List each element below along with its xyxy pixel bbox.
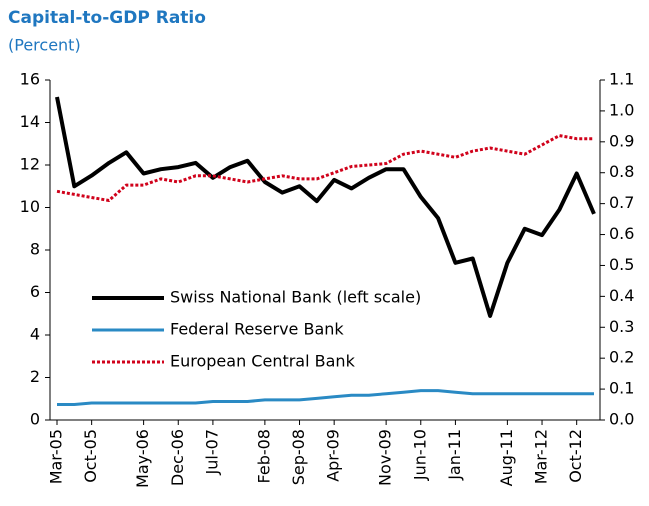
x-tick-label: Aug-11 <box>497 429 516 486</box>
y-tick-label: 12 <box>20 155 40 174</box>
y-tick-label: 0 <box>30 410 40 429</box>
x-tick-label: May-06 <box>133 429 152 488</box>
chart-subtitle: (Percent) <box>8 36 81 55</box>
x-tick-label: Apr-09 <box>324 429 343 482</box>
y-tick-label: 14 <box>20 112 40 131</box>
x-tick-label: Sep-08 <box>289 429 308 485</box>
y2-tick-label: 0.8 <box>609 162 634 181</box>
y2-tick-label: 0.1 <box>609 379 634 398</box>
y-tick-label: 4 <box>30 325 40 344</box>
y2-tick-label: 0.0 <box>609 410 634 429</box>
y2-tick-label: 0.4 <box>609 286 634 305</box>
legend-label: European Central Bank <box>170 352 356 371</box>
x-tick-label: Nov-09 <box>376 429 395 486</box>
series-line <box>55 96 596 318</box>
y-tick-label: 2 <box>30 367 40 386</box>
series-line <box>57 389 594 406</box>
x-tick-label: Dec-06 <box>168 429 187 486</box>
x-tick-label: Jul-07 <box>202 429 221 475</box>
x-tick-label: Jun-10 <box>410 429 429 481</box>
x-tick-label: Feb-08 <box>254 429 273 483</box>
x-tick-label: Jan-11 <box>445 429 464 481</box>
x-tick-label: Oct-12 <box>566 429 585 483</box>
legend-label: Swiss National Bank (left scale) <box>170 288 421 307</box>
y2-tick-label: 0.7 <box>609 193 634 212</box>
y2-tick-label: 1.0 <box>609 100 634 119</box>
x-tick-label: Oct-05 <box>81 429 100 483</box>
legend-label: Federal Reserve Bank <box>170 320 344 339</box>
y-tick-label: 6 <box>30 282 40 301</box>
x-tick-label: Mar-05 <box>47 429 66 484</box>
y2-tick-label: 0.6 <box>609 224 634 243</box>
y-tick-label: 8 <box>30 240 40 259</box>
y2-tick-label: 0.3 <box>609 317 634 336</box>
y-tick-label: 16 <box>20 70 40 89</box>
x-tick-label: Mar-12 <box>532 429 551 484</box>
series-line <box>56 134 594 202</box>
y2-tick-label: 0.9 <box>609 131 634 150</box>
y2-tick-label: 0.2 <box>609 348 634 367</box>
y2-tick-label: 1.1 <box>609 70 634 89</box>
y-tick-label: 10 <box>20 197 40 216</box>
chart-title: Capital-to-GDP Ratio <box>8 8 206 28</box>
y2-tick-label: 0.5 <box>609 255 634 274</box>
